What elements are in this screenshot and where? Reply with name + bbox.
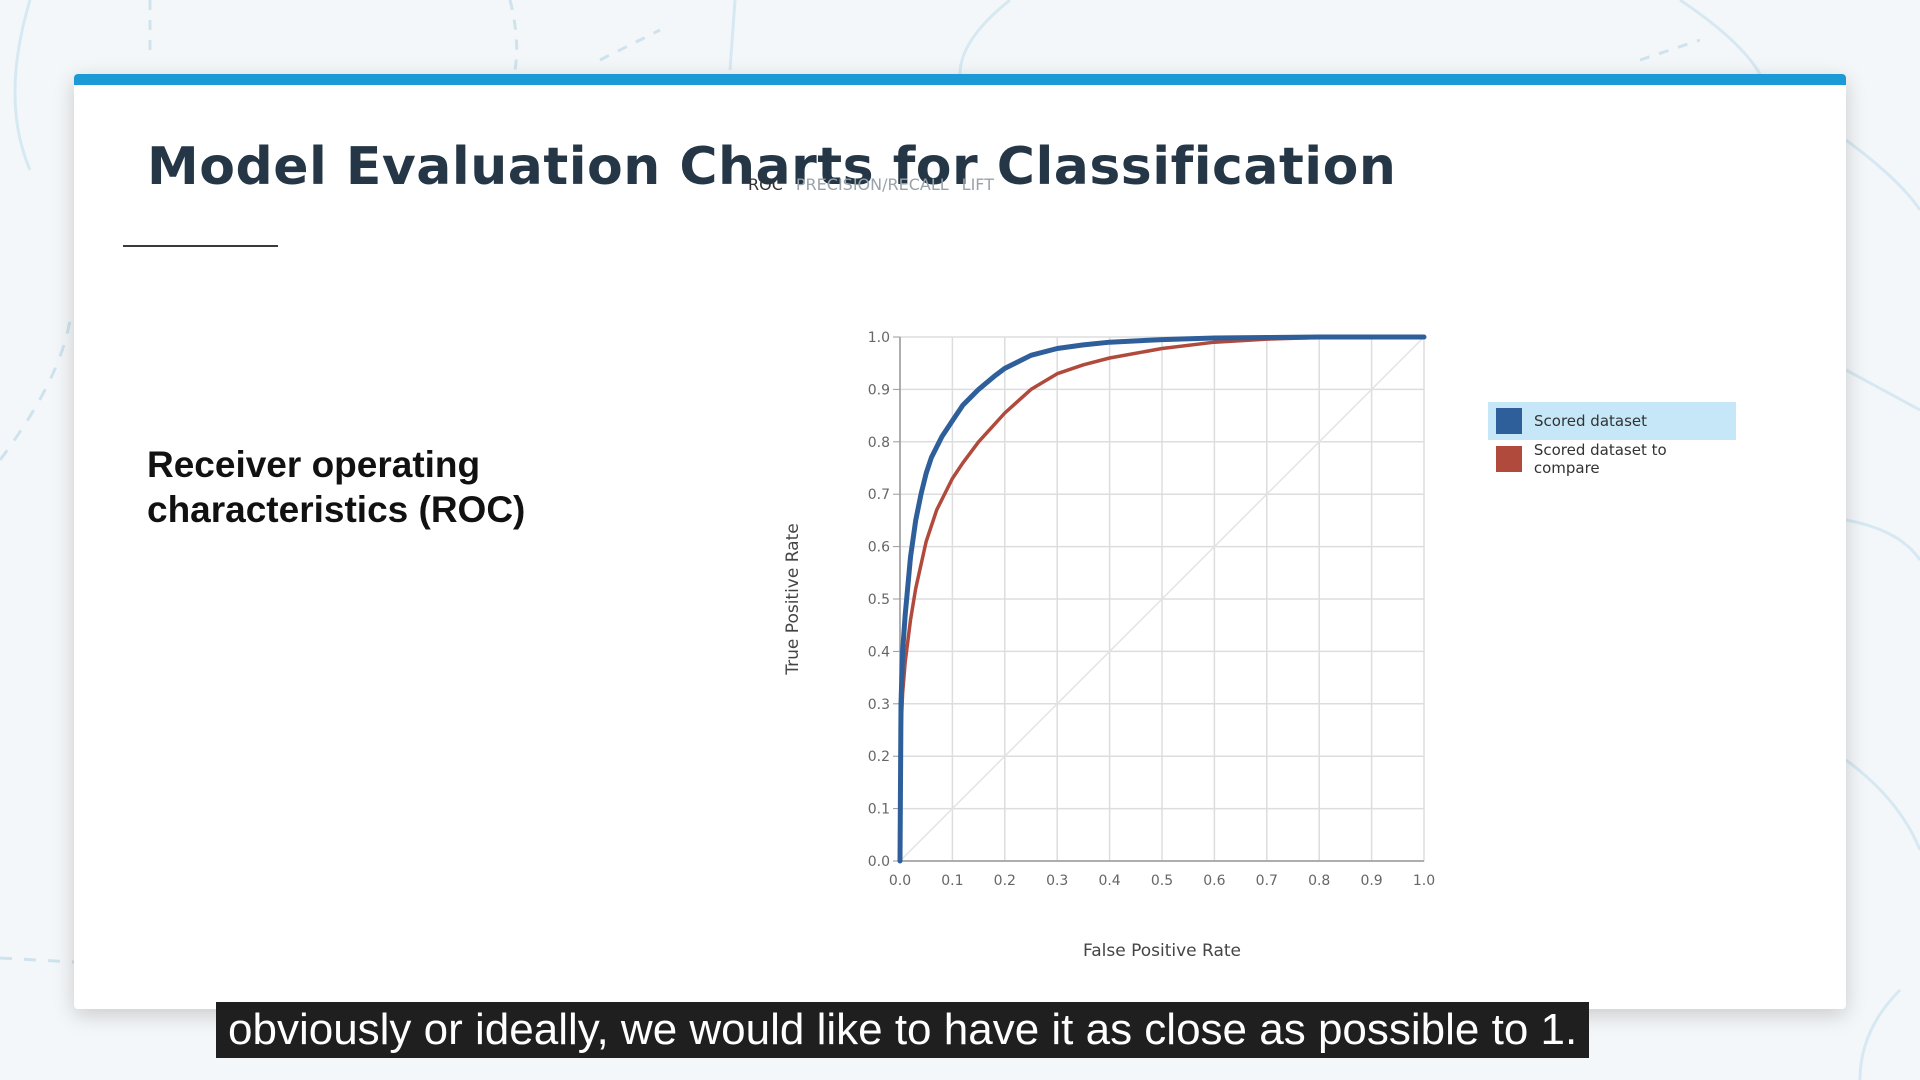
x-tick-label: 0.5 <box>1151 873 1173 889</box>
slide-title: Model Evaluation Charts for Classificati… <box>147 137 1397 197</box>
x-tick-label: 0.4 <box>1098 873 1120 889</box>
title-underline <box>123 245 278 247</box>
y-tick-label: 0.1 <box>868 802 890 818</box>
y-tick-label: 1.0 <box>868 330 890 346</box>
chart-legend: Scored dataset Scored dataset to compare <box>1488 402 1736 478</box>
y-tick-label: 0.0 <box>868 854 890 870</box>
slide-subtitle: Receiver operating characteristics (ROC) <box>147 444 526 530</box>
x-tick-label: 0.2 <box>994 873 1016 889</box>
diagonal-reference-line <box>899 336 1425 862</box>
chart-tabs: ROC PRECISION/RECALL LIFT <box>748 175 994 194</box>
x-tick-label: 0.1 <box>941 873 963 889</box>
y-tick-label: 0.8 <box>868 435 890 451</box>
y-tick-label: 0.6 <box>868 540 890 556</box>
y-tick-label: 0.5 <box>868 592 890 608</box>
y-tick-label: 0.9 <box>868 382 890 398</box>
x-tick-label: 0.6 <box>1203 873 1225 889</box>
y-axis-label: True Positive Rate <box>783 523 803 675</box>
legend-label-scored-dataset-to-compare: Scored dataset to compare <box>1533 441 1667 477</box>
x-tick-label: 0.9 <box>1360 873 1382 889</box>
legend-item-scored-dataset[interactable]: Scored dataset <box>1488 402 1736 440</box>
x-tick-label: 0.3 <box>1046 873 1068 889</box>
x-tick-label: 0.7 <box>1256 873 1278 889</box>
tab-precision-recall[interactable]: PRECISION/RECALL <box>795 175 949 194</box>
x-axis-label: False Positive Rate <box>1083 941 1241 961</box>
series-line-scored-dataset <box>897 334 1427 864</box>
x-tick-label: 0.0 <box>889 873 911 889</box>
legend-swatch-scored-dataset <box>1496 408 1522 434</box>
legend-label-scored-dataset: Scored dataset <box>1534 412 1648 430</box>
y-tick-label: 0.2 <box>868 749 890 765</box>
x-tick-label: 0.8 <box>1308 873 1330 889</box>
tab-lift[interactable]: LIFT <box>961 175 994 194</box>
tab-roc[interactable]: ROC <box>748 175 783 194</box>
legend-swatch-scored-dataset-to-compare <box>1496 446 1522 472</box>
roc-chart: 0.0 0.1 0.2 0.3 0.4 0.5 0.6 0.7 0.8 0.9 1.0 0.0 0.1 0… <box>783 330 1435 961</box>
y-tick-label: 0.4 <box>868 644 890 660</box>
y-tick-label: 0.3 <box>868 697 890 713</box>
series-line-scored-dataset-to-compare <box>898 335 1426 863</box>
y-tick-label: 0.7 <box>868 487 890 503</box>
x-tick-label: 1.0 <box>1413 873 1435 889</box>
legend-item-scored-dataset-to-compare[interactable]: Scored dataset to compare <box>1488 440 1736 478</box>
video-caption: obviously or ideally, we would like to h… <box>216 1002 1590 1058</box>
